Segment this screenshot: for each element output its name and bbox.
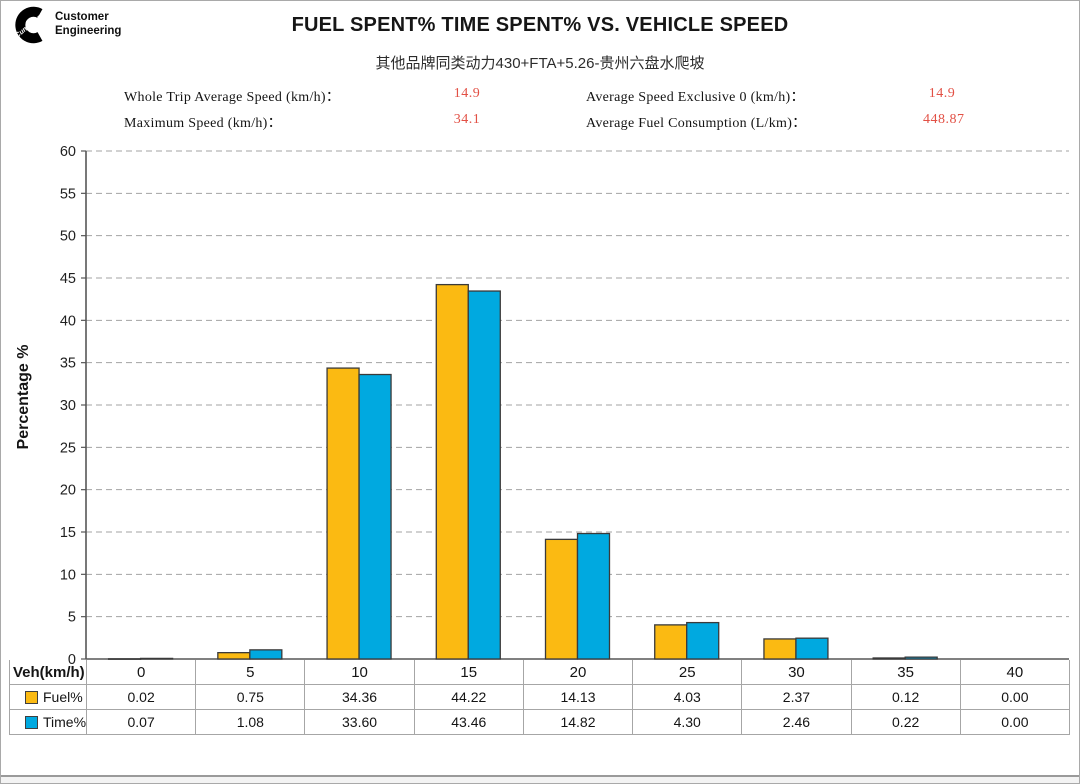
logo-text: Customer Engineering [55, 11, 121, 39]
cell-Fuel-25: 4.03 [632, 684, 743, 710]
bar-Fuel-15 [435, 283, 469, 660]
bar-Fuel-20 [544, 538, 579, 660]
cell-Time-30: 2.46 [741, 709, 852, 735]
cummins-logo: Cummins Customer Engineering [11, 6, 121, 44]
cell-Time-0: 0.07 [85, 709, 197, 735]
cell-Fuel-10: 34.36 [304, 684, 415, 710]
cell-Fuel-0: 0.02 [85, 684, 197, 710]
table-row-Time: Time% 0.07 1.08 33.60 43.46 14.82 4.30 2.46 0.22… [9, 709, 1070, 735]
x-axis-label: Veh(km/h) [9, 660, 87, 685]
cell-Time-25: 4.30 [632, 709, 743, 735]
logo-line1: Customer [55, 11, 109, 24]
y-tick-label: 50 [60, 229, 76, 245]
bar-Fuel-30 [763, 638, 797, 660]
chart-subtitle: 其他品牌同类动力430+FTA+5.26-贵州六盘水爬坡 [375, 55, 705, 72]
stat-value-maximum-speed: 34.1 [453, 112, 481, 127]
y-tick-label: 15 [60, 525, 76, 541]
legend-swatch-icon [25, 715, 38, 729]
category-label-5: 5 [195, 660, 306, 685]
stat-value-avg-fuel-consumption: 448.87 [923, 112, 965, 127]
stat-label-whole-trip-avg-speed: Whole Trip Average Speed (km/h)： [124, 90, 341, 105]
bar-Time-25 [686, 621, 720, 660]
bar-Time-15 [467, 290, 501, 660]
bar-Fuel-5 [217, 652, 251, 660]
bar-Time-10 [358, 373, 392, 660]
bar-Fuel-25 [654, 624, 688, 660]
category-label-0: 0 [85, 660, 197, 685]
y-tick-label: 25 [60, 440, 76, 456]
stat-label-avg-fuel-consumption: Average Fuel Consumption (L/km)： [586, 116, 807, 131]
category-label-30: 30 [741, 660, 852, 685]
category-label-10: 10 [304, 660, 415, 685]
cell-Fuel-30: 2.37 [741, 684, 852, 710]
cell-Time-35: 0.22 [850, 709, 961, 735]
y-tick-label: 55 [60, 186, 76, 202]
y-tick-label: 20 [60, 483, 76, 499]
bar-Time-30 [795, 637, 829, 660]
legend-Fuel: Fuel% [9, 684, 87, 710]
cell-Fuel-40: 0.00 [959, 684, 1070, 710]
y-tick-label: 35 [60, 356, 76, 372]
cell-Fuel-15: 44.22 [413, 684, 524, 710]
cell-Time-20: 14.82 [522, 709, 634, 735]
y-tick-label: 40 [60, 313, 76, 329]
y-tick-label: 10 [60, 567, 76, 583]
chart-data-table: Veh(km/h) 0 5 10 15 20 25 30 35 40 Fuel% 0.02 0.75 34… [9, 660, 1070, 735]
legend-label: Time% [43, 714, 87, 730]
stat-label-avg-speed-excl-0: Average Speed Exclusive 0 (km/h)： [586, 90, 805, 105]
cell-Time-40: 0.00 [959, 709, 1070, 735]
table-row-Fuel: Fuel% 0.02 0.75 34.36 44.22 14.13 4.03 2.37 0.12… [9, 684, 1070, 710]
bar-Time-20 [576, 532, 611, 660]
window-bottom-edge [1, 775, 1079, 783]
cell-Time-5: 1.08 [195, 709, 306, 735]
stat-value-avg-speed-excl-0: 14.9 [928, 86, 956, 101]
cell-Fuel-5: 0.75 [195, 684, 306, 710]
stat-value-whole-trip-avg-speed: 14.9 [453, 86, 481, 101]
stat-label-maximum-speed: Maximum Speed (km/h)： [124, 116, 282, 131]
bar-Fuel-10 [326, 367, 360, 660]
cummins-c-icon: Cummins [14, 6, 43, 44]
category-label-15: 15 [413, 660, 524, 685]
cell-Fuel-35: 0.12 [850, 684, 961, 710]
y-tick-label: 45 [60, 271, 76, 287]
cell-Time-15: 43.46 [413, 709, 524, 735]
bar-Time-5 [249, 649, 283, 660]
category-label-20: 20 [522, 660, 634, 685]
legend-label: Fuel% [43, 689, 83, 705]
bar-Fuel-35 [872, 657, 906, 660]
category-label-40: 40 [959, 660, 1070, 685]
table-row-categories: Veh(km/h) 0 5 10 15 20 25 30 35 40 [9, 660, 1070, 685]
bar-Time-35 [904, 656, 938, 660]
category-label-35: 35 [850, 660, 961, 685]
y-tick-label: 30 [60, 398, 76, 414]
legend-Time: Time% [9, 709, 87, 735]
y-tick-label: 60 [60, 144, 76, 160]
cell-Fuel-20: 14.13 [522, 684, 634, 710]
y-tick-label: 5 [68, 610, 76, 626]
bar-Time-0 [139, 657, 174, 660]
logo-line2: Engineering [55, 25, 122, 37]
chart-title: FUEL SPENT% TIME SPENT% VS. VEHICLE SPEE… [291, 14, 789, 36]
cell-Time-10: 33.60 [304, 709, 415, 735]
category-label-25: 25 [632, 660, 743, 685]
legend-swatch-icon [25, 690, 38, 704]
